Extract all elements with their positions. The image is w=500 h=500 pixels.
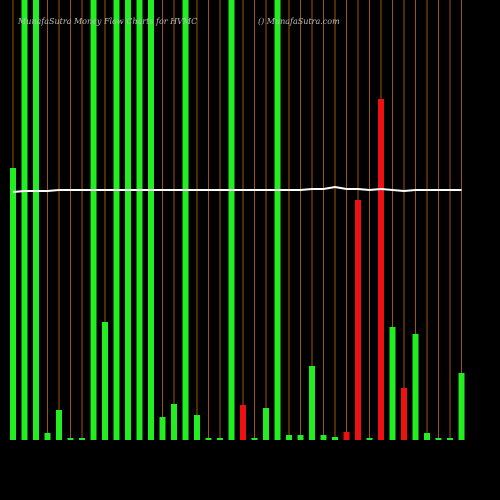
bar: [205, 438, 212, 440]
chart-title: MunafaSutra Money Flow Charts for HVMC: [17, 17, 197, 26]
bar: [366, 438, 373, 440]
bar: [343, 432, 350, 440]
bars: [10, 0, 465, 440]
bar: [44, 433, 51, 440]
bar: [297, 435, 304, 440]
bar: [102, 322, 108, 440]
bar: [182, 0, 189, 440]
bar: [274, 0, 281, 440]
bar: [148, 0, 154, 440]
bar: [90, 0, 97, 440]
bar: [309, 366, 315, 440]
bar: [228, 0, 235, 440]
bar: [435, 438, 442, 440]
bar: [171, 404, 177, 440]
bar: [263, 408, 269, 440]
bar: [159, 417, 166, 440]
bar: [389, 327, 396, 440]
bar: [412, 334, 419, 440]
bar: [21, 0, 28, 440]
bar: [286, 435, 292, 440]
bar: [401, 388, 407, 440]
bar: [10, 168, 16, 440]
bar: [320, 435, 327, 440]
bar: [355, 200, 361, 440]
bar: [447, 438, 453, 440]
bar: [67, 438, 74, 440]
bar: [217, 438, 223, 440]
bar: [194, 415, 200, 440]
bar: [113, 0, 120, 440]
bar: [136, 0, 143, 440]
bar: [33, 0, 39, 440]
bar: [56, 410, 62, 440]
money-flow-line: [12, 185, 462, 193]
bar: [332, 437, 338, 440]
bar: [424, 433, 430, 440]
lines: [12, 185, 462, 193]
bar: [125, 0, 131, 440]
bar: [79, 438, 85, 440]
bar: [251, 438, 258, 440]
bar: [378, 99, 384, 440]
chart-subtitle: () MunafaSutra.com: [258, 17, 340, 26]
bar: [458, 373, 465, 440]
bar: [240, 405, 246, 440]
